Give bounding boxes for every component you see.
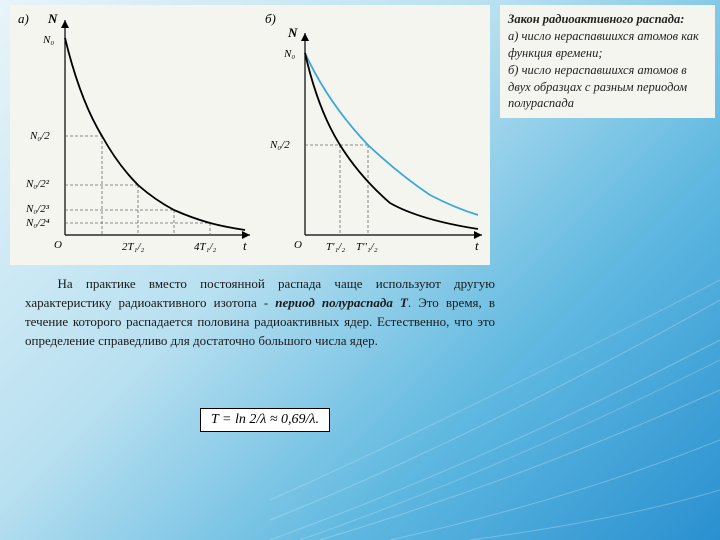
ytick-a-2: N₀/2² (25, 178, 50, 190)
ytick-a-4: N₀/2⁴ (25, 217, 50, 229)
graphs-panel: a) N t O N₀ N₀/2 N₀/2² N₀/2³ N₀/2⁴ (10, 5, 490, 265)
xtick-b-1: T''₁/₂ (356, 241, 378, 253)
ytick-b-1: N₀/2 (269, 139, 290, 151)
xtick-a-0: 2T₁/₂ (122, 241, 144, 253)
panel-label-b: б) (265, 11, 276, 26)
xtick-a-1: 4T₁/₂ (194, 241, 216, 253)
x-axis-label-a: t (243, 238, 247, 253)
graph-b: б) N t O N₀ N₀/2 T'₁/₂ T''₁/₂ (260, 5, 490, 265)
panel-label-a: a) (18, 11, 29, 26)
origin-a: O (54, 239, 62, 251)
graph-a: a) N t O N₀ N₀/2 N₀/2² N₀/2³ N₀/2⁴ (10, 5, 260, 265)
ytick-a-3: N₀/2³ (25, 203, 50, 215)
xtick-b-0: T'₁/₂ (326, 241, 345, 253)
y-axis-label-a: N (47, 11, 58, 26)
body-paragraph: На практике вместо постоянной распада ча… (25, 275, 495, 350)
body-em: период полураспада T (275, 295, 408, 310)
formula-text: T = ln 2/λ ≈ 0,69/λ. (211, 412, 319, 427)
sidebar-item-a: а) число нераспавшихся атомов как функци… (508, 29, 699, 60)
ytick-a-1: N₀/2 (29, 130, 50, 142)
decay-curve-b1 (305, 53, 478, 229)
decay-curve-b2 (305, 53, 478, 215)
origin-b: O (294, 239, 302, 251)
decay-curve-a (65, 38, 245, 230)
y-axis-label-b: N (287, 25, 298, 40)
sidebar-title: Закон радиоактивного распада: (508, 12, 684, 26)
sidebar-caption: Закон радиоактивного распада: а) число н… (500, 5, 715, 118)
x-axis-label-b: t (475, 238, 479, 253)
formula-box: T = ln 2/λ ≈ 0,69/λ. (200, 408, 330, 432)
ytick-b-0: N₀ (283, 48, 295, 60)
sidebar-item-b: б) число нераспавшихся атомов в двух обр… (508, 63, 687, 111)
ytick-a-0: N₀ (42, 34, 54, 46)
